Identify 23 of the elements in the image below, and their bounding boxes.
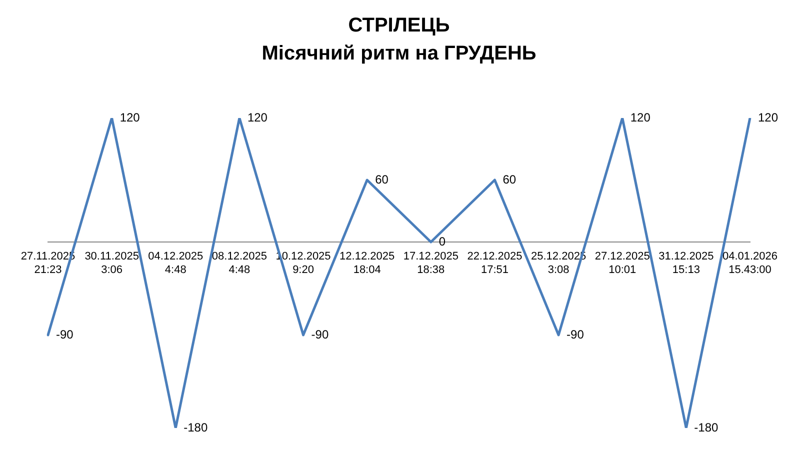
- data-label: -90: [566, 327, 584, 342]
- x-tick-label: 04.01.2026 15.43:00: [722, 250, 778, 276]
- x-tick-label: 27.12.2025 10:01: [594, 250, 650, 276]
- x-tick-label: 08.12.2025 4:48: [212, 250, 267, 276]
- x-tick-label: 17.12.2025 18:38: [403, 250, 458, 276]
- x-tick-label: 22.12.2025 17:51: [467, 250, 522, 276]
- chart-title: СТРІЛЕЦЬ: [348, 14, 450, 37]
- data-label: -90: [311, 327, 329, 342]
- chart-subtitle: Місячний ритм на ГРУДЕНЬ: [262, 42, 536, 65]
- data-label: 60: [375, 172, 389, 186]
- data-label: 120: [247, 110, 268, 124]
- x-tick-label: 12.12.2025 18:04: [340, 250, 395, 276]
- data-label: 120: [758, 110, 778, 124]
- data-label: -90: [56, 327, 74, 342]
- data-label: -180: [184, 420, 208, 434]
- data-label: 120: [120, 110, 140, 124]
- data-label: 0: [438, 234, 446, 248]
- data-label: 120: [630, 110, 651, 124]
- x-tick-label: 04.12.2025 4:48: [148, 250, 204, 276]
- x-tick-label: 31.12.2025 15:13: [658, 250, 714, 276]
- data-label: 60: [502, 172, 516, 186]
- x-tick-label: 30.11.2025 3:06: [84, 250, 139, 276]
- data-label: -180: [694, 420, 719, 434]
